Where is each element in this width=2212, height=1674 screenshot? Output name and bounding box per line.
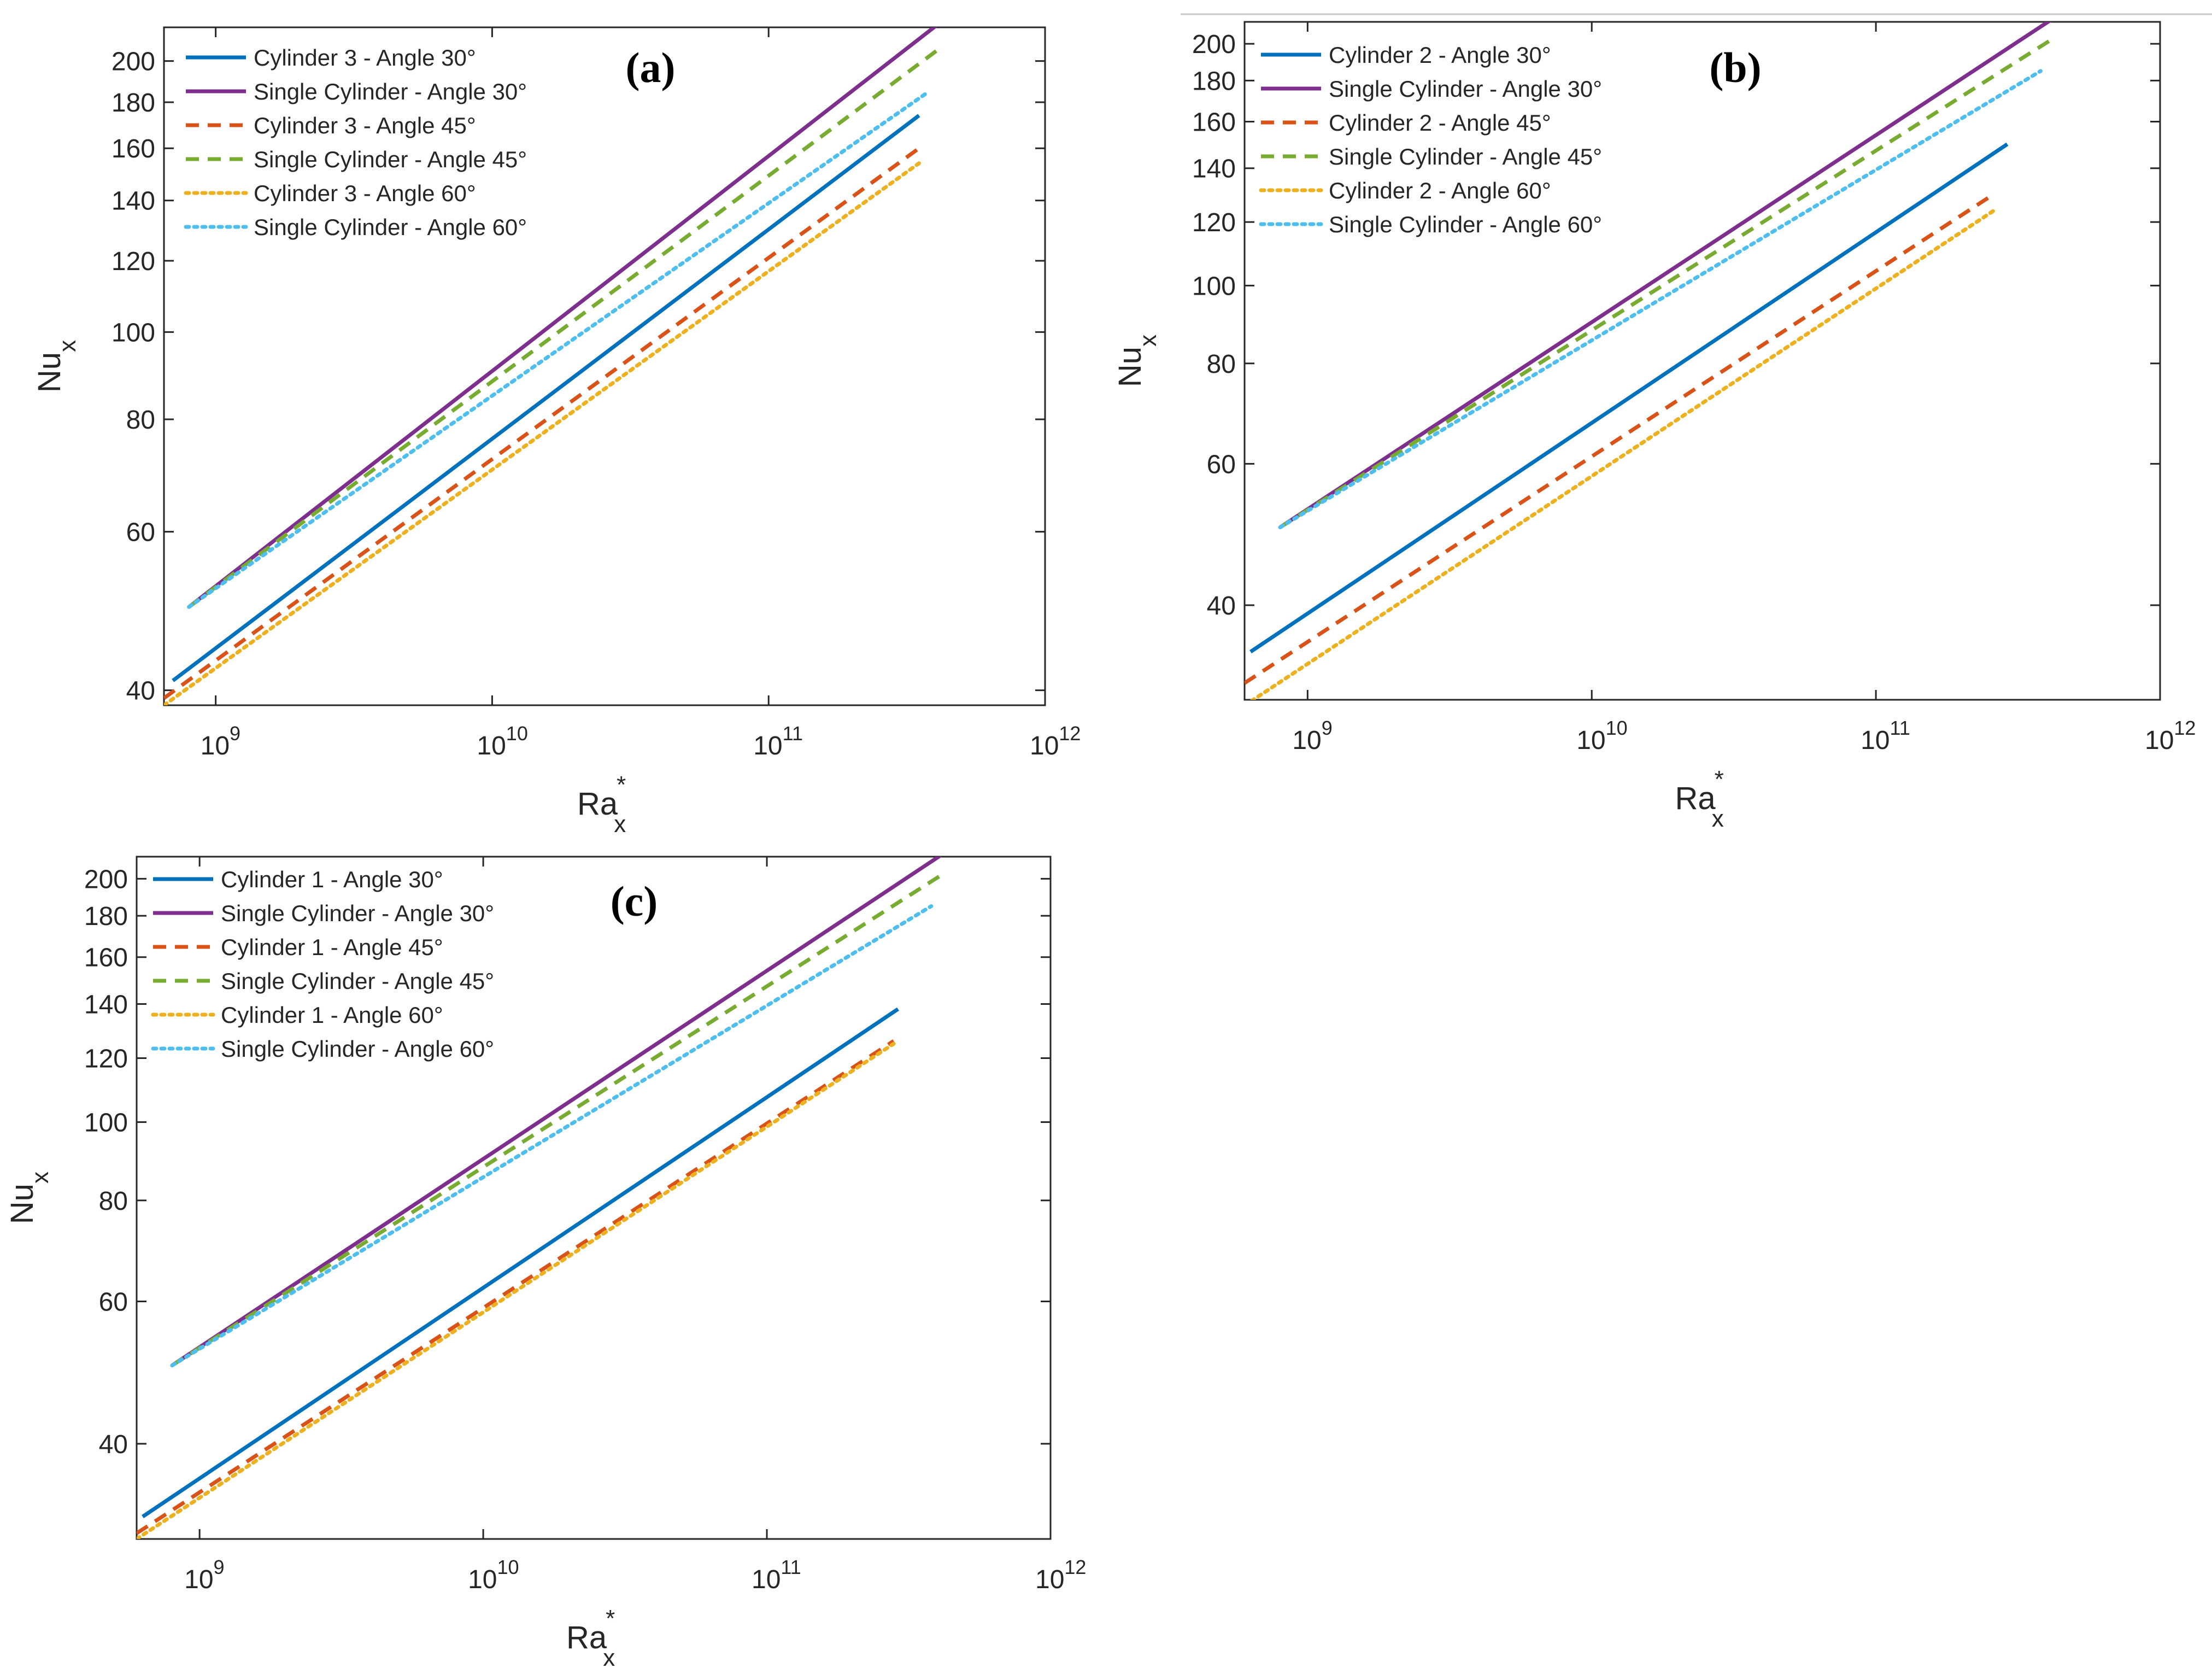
x-tick-label: 1011: [1861, 717, 1910, 755]
x-tick-label: 1012: [2145, 717, 2196, 755]
x-tick-label: 1012: [1035, 1556, 1086, 1594]
y-tick-label: 60: [1207, 450, 1236, 479]
legend-entry: Single Cylinder - Angle 45°: [221, 968, 494, 994]
panel-label: (b): [1709, 44, 1761, 91]
x-tick-label: 1011: [752, 1556, 801, 1594]
x-axis-title: Ra* x: [566, 1605, 615, 1671]
series-line-5: [1249, 208, 1996, 700]
plot-area-b: [1243, 21, 2161, 701]
legend-entry: Single Cylinder - Angle 60°: [254, 214, 527, 240]
chart-panel-a: 109 1010 1011 1012 40 60 80 100 120 140 160 180 200 C…: [32, 26, 1081, 838]
legend-entry: Cylinder 2 - Angle 30°: [1329, 42, 1551, 68]
series-line-3: [164, 147, 920, 700]
series-line-2: [171, 857, 942, 1367]
x-tick-label: 1010: [468, 1556, 519, 1594]
x-tick-label: 1010: [1576, 717, 1627, 755]
y-tick-label: 80: [126, 406, 155, 435]
y-tick-label: 80: [99, 1187, 128, 1216]
legend-entry: Single Cylinder - Angle 30°: [221, 900, 494, 926]
y-tick-label: 120: [1192, 208, 1236, 237]
x-axis-title: Ra* x: [577, 771, 626, 838]
series-line-6: [187, 89, 931, 609]
y-tick-label: 120: [84, 1044, 128, 1073]
y-tick-label: 140: [84, 990, 128, 1019]
y-tick-label: 160: [1192, 108, 1236, 137]
y-tick-label: 140: [1192, 155, 1236, 184]
y-tick-label: 200: [84, 865, 128, 894]
x-tick-label: 1010: [477, 722, 527, 760]
x-axis-title: Ra* x: [1675, 766, 1724, 832]
y-axis-title: Nux: [1112, 335, 1161, 387]
legend-entry: Cylinder 3 - Angle 45°: [254, 113, 476, 138]
chart-panel-c: 109 1010 1011 1012 40 60 80 100 120 140 160 180 200 C…: [4, 856, 1086, 1671]
x-tick-label: 109: [201, 722, 240, 760]
y-tick-label: 160: [112, 134, 155, 163]
legend-entry: Cylinder 1 - Angle 45°: [221, 934, 443, 960]
series-line-4: [187, 46, 942, 609]
y-tick-label: 180: [112, 89, 155, 118]
panel-label: (a): [626, 44, 676, 91]
x-tick-label: 1012: [1030, 722, 1081, 760]
y-tick-label: 40: [1207, 592, 1236, 621]
series-line-3: [137, 1039, 895, 1535]
legend-entry: Single Cylinder - Angle 30°: [254, 79, 527, 104]
legend-entry: Cylinder 3 - Angle 30°: [254, 45, 476, 71]
series-line-5: [164, 161, 921, 705]
y-tick-label: 100: [1192, 272, 1236, 301]
series-line-5: [137, 1041, 896, 1539]
panel-label: (c): [611, 877, 658, 925]
y-tick-label: 200: [1192, 30, 1236, 59]
legend-entry: Single Cylinder - Angle 45°: [1329, 144, 1602, 169]
y-tick-label: 100: [112, 318, 155, 347]
y-axis-title: Nux: [32, 340, 81, 393]
y-tick-label: 60: [99, 1288, 128, 1317]
series-line-2: [1279, 22, 2052, 529]
legend-entry: Single Cylinder - Angle 30°: [1329, 76, 1602, 102]
y-tick-label: 140: [112, 187, 155, 216]
series-line-3: [1245, 192, 1995, 685]
y-tick-label: 100: [84, 1109, 128, 1138]
chart-panel-b: 109 1010 1011 1012 40 60 80 100 120 140 160 180 200 C…: [1112, 21, 2196, 832]
series-line-1: [172, 114, 920, 682]
series-line-6: [1278, 69, 2043, 530]
x-tick-label: 109: [1292, 717, 1332, 755]
x-tick-label: 1011: [753, 722, 803, 760]
series-line-1: [1249, 142, 2009, 654]
legend-entry: Single Cylinder - Angle 60°: [221, 1036, 494, 1062]
y-tick-label: 180: [84, 902, 128, 931]
y-tick-label: 40: [126, 677, 155, 706]
series-line-1: [142, 1007, 899, 1519]
legend-entry: Cylinder 3 - Angle 60°: [254, 180, 476, 206]
y-tick-label: 40: [99, 1430, 128, 1459]
y-tick-label: 120: [112, 247, 155, 276]
y-tick-label: 180: [1192, 67, 1236, 96]
series-line-2: [187, 27, 937, 609]
legend-entry: Cylinder 1 - Angle 30°: [221, 867, 443, 892]
legend-entry: Single Cylinder - Angle 45°: [254, 147, 527, 172]
series-line-6: [170, 904, 934, 1368]
y-tick-label: 160: [84, 944, 128, 973]
legend-entry: Cylinder 2 - Angle 45°: [1329, 110, 1551, 136]
plot-area-a: [163, 26, 1046, 706]
legend-entry: Cylinder 2 - Angle 60°: [1329, 178, 1551, 203]
x-tick-label: 109: [184, 1556, 224, 1594]
y-tick-label: 60: [126, 518, 155, 547]
legend-entry: Cylinder 1 - Angle 60°: [221, 1002, 443, 1028]
plot-area-c: [136, 856, 1052, 1540]
y-axis-title: Nux: [4, 1172, 54, 1224]
y-tick-label: 200: [112, 48, 155, 77]
legend-entry: Single Cylinder - Angle 60°: [1329, 212, 1602, 237]
y-tick-label: 80: [1207, 350, 1236, 379]
